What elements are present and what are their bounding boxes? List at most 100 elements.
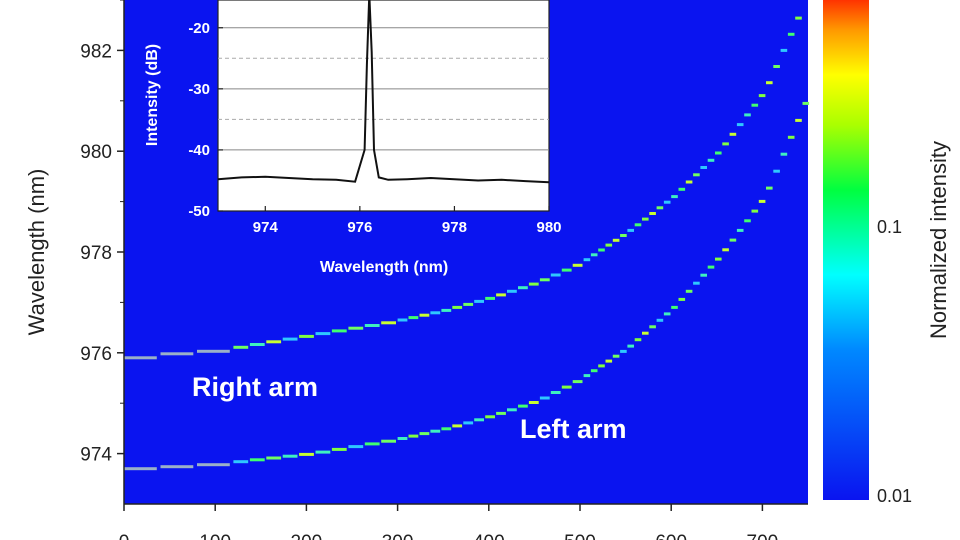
heatmap-trace-segment [627,344,634,348]
heatmap-trace-segment [485,415,495,419]
inset-x-tick-label: 980 [536,219,561,236]
heatmap-trace-segment [722,248,729,252]
heatmap-trace-segment [518,404,528,408]
heatmap-trace-segment [612,354,620,358]
colorbar-tick-0-1: 0.1 [877,217,902,237]
heatmap-trace-segment [649,325,656,329]
y-tick-label: 982 [80,41,112,62]
heatmap-trace-segment [282,454,298,458]
heatmap-trace-segment [700,166,707,169]
heatmap-trace-segment [408,434,419,438]
heatmap-trace-segment [381,321,396,325]
heatmap-trace-segment [266,340,282,344]
inset-x-tick-label: 974 [253,219,279,236]
heatmap-trace-segment [160,465,194,469]
heatmap-trace-segment [561,268,572,272]
x-tick-label: 300 [382,532,414,540]
heatmap-trace-segment [233,460,249,464]
heatmap-trace-segment [795,118,802,122]
heatmap-trace-segment [671,305,678,309]
inset-y-tick-label: -50 [188,203,210,220]
heatmap-trace-segment [539,396,550,400]
x-tick-label: 400 [473,532,505,540]
heatmap-trace-segment [197,349,230,353]
heatmap-trace-segment [766,81,773,85]
heatmap-trace-segment [780,152,788,156]
heatmap-trace-segment [671,195,678,199]
heatmap-trace-segment [463,421,474,425]
heatmap-trace-segment [463,302,474,306]
heatmap-trace-segment [656,206,664,210]
inset-x-tick-label: 978 [442,219,467,236]
heatmap-trace-segment [598,364,605,368]
heatmap-trace-segment [528,282,539,286]
heatmap-trace-segment [642,331,649,335]
y-tick-label: 976 [80,344,112,365]
heatmap-trace-segment [496,411,506,415]
heatmap-trace-segment [678,187,686,191]
heatmap-trace-segment [160,352,194,356]
heatmap-trace-segment [729,132,737,136]
heatmap-trace-segment [605,359,613,363]
x-tick-label: 600 [655,532,687,540]
heatmap-trace-segment [620,234,627,237]
heatmap-trace-segment [773,169,780,173]
x-tick-label: 200 [291,532,323,540]
heatmap-trace-segment [561,385,572,389]
heatmap-trace-segment [550,273,561,277]
inset-y-axis-label: Intensity (dB) [144,44,161,146]
heatmap-trace-segment [364,324,380,327]
y-tick-label: 974 [80,445,112,466]
heatmap-trace-segment [678,297,686,301]
x-tick-label: 500 [564,532,596,540]
inset-y-tick-label: -30 [188,81,210,98]
heatmap-trace-segment [736,228,744,232]
heatmap-trace-segment [649,212,656,215]
heatmap-trace-segment [795,16,802,20]
heatmap-trace-segment [583,258,591,262]
heatmap-trace-segment [715,151,722,155]
heatmap-trace-segment [381,439,396,443]
heatmap-trace-segment [744,113,751,117]
plot-marks [124,16,810,471]
heatmap-trace-segment [397,318,408,322]
heatmap-trace-segment [572,380,583,384]
heatmap-trace-segment [758,199,766,203]
heatmap-trace-segment [266,456,282,460]
inset-frame [217,0,550,212]
heatmap-trace-segment [397,437,408,440]
heatmap-trace-segment [693,281,700,285]
heatmap-trace-segment [802,101,810,105]
heatmap-trace-segment [787,32,795,36]
colorbar [823,0,869,500]
heatmap-trace-segment [539,278,550,282]
heatmap-trace-segment [773,65,780,68]
heatmap-trace-segment [315,450,331,454]
heatmap-trace-segment [452,305,463,309]
heatmap-trace-segment [590,253,598,257]
heatmap-trace-segment [507,289,517,293]
heatmap-trace-segment [528,401,539,404]
heatmap-trace-segment [642,217,649,221]
heatmap-trace-segment [700,273,707,277]
inset-y-tick-label: -20 [188,20,210,37]
heatmap-trace-segment [430,429,441,433]
heatmap-trace-segment [474,299,484,303]
heatmap-trace-segment [663,312,671,316]
heatmap-trace-segment [124,356,157,360]
x-tick-label: 0 [119,532,130,540]
heatmap-trace-segment [507,408,517,412]
heatmap-trace-segment [663,200,671,204]
heatmap-trace-segment [583,374,591,378]
inset-y-tick-label: -40 [188,142,210,159]
heatmap-trace-segment [598,248,605,252]
inset-x-tick-label: 976 [347,219,372,236]
heatmap-trace-segment [485,296,495,300]
heatmap-trace-segment [572,263,583,267]
heatmap-trace-segment [474,418,484,422]
inset-x-axis-label: Wavelength (nm) [320,259,448,276]
heatmap-trace-segment [736,123,744,127]
heatmap-trace-segment [408,316,419,320]
heatmap-trace-segment [722,142,729,146]
